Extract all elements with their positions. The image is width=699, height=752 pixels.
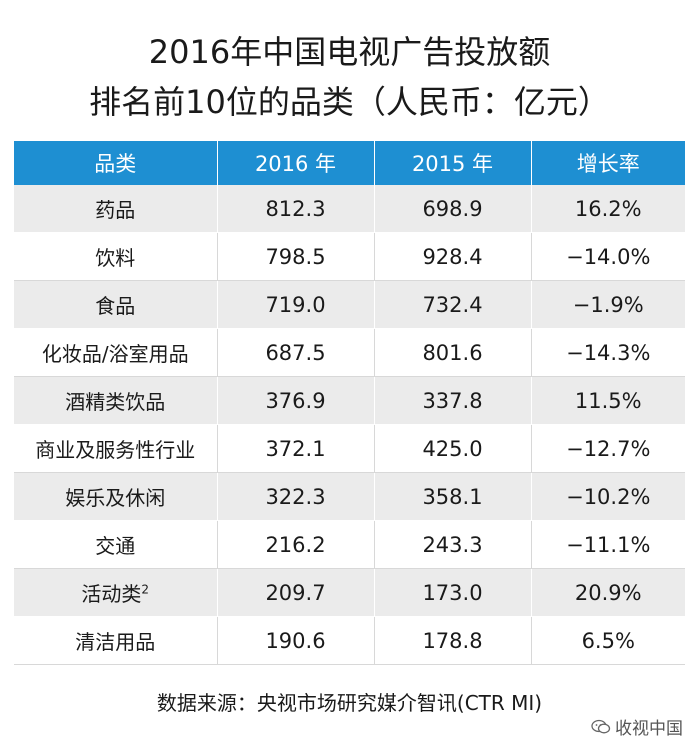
cell-2015: 425.0 (374, 424, 532, 473)
cell-growth: 20.9% (531, 568, 685, 617)
table-row: 饮料 798.5 928.4 −14.0% (14, 232, 685, 281)
cell-growth: −1.9% (531, 280, 685, 329)
cell-category: 食品 (14, 280, 218, 329)
cell-2015: 178.8 (374, 616, 532, 665)
header-category: 品类 (14, 141, 218, 185)
cell-growth: −10.2% (531, 472, 685, 521)
cell-growth: −11.1% (531, 520, 685, 569)
table-row: 药品 812.3 698.9 16.2% (14, 185, 685, 233)
cell-category: 清洁用品 (14, 616, 218, 665)
cell-category: 药品 (14, 185, 218, 233)
title-line-2: 排名前10位的品类（人民币：亿元） (89, 83, 610, 121)
table-row: 酒精类饮品 376.9 337.8 11.5% (14, 376, 685, 425)
cell-2015: 928.4 (374, 232, 532, 281)
table-row: 交通 216.2 243.3 −11.1% (14, 520, 685, 569)
watermark: 收视中国 (591, 714, 683, 739)
cell-2016: 687.5 (217, 328, 375, 377)
cell-category: 化妆品/浴室用品 (14, 328, 218, 377)
table-header-row: 品类 2016 年 2015 年 增长率 (14, 141, 685, 185)
cell-2016: 372.1 (217, 424, 375, 473)
header-2015: 2015 年 (374, 141, 532, 185)
table-row: 食品 719.0 732.4 −1.9% (14, 280, 685, 329)
category-label: 食品 (95, 294, 136, 318)
cell-2016: 322.3 (217, 472, 375, 521)
category-label: 交通 (95, 534, 136, 558)
header-growth: 增长率 (531, 141, 685, 185)
cell-2015: 732.4 (374, 280, 532, 329)
cell-2015: 358.1 (374, 472, 532, 521)
cell-category: 商业及服务性行业 (14, 424, 218, 473)
table-row: 娱乐及休闲 322.3 358.1 −10.2% (14, 472, 685, 521)
cell-2016: 812.3 (217, 185, 375, 233)
cell-growth: 6.5% (531, 616, 685, 665)
cell-growth: 16.2% (531, 185, 685, 233)
cell-category: 娱乐及休闲 (14, 472, 218, 521)
cell-2016: 209.7 (217, 568, 375, 617)
cell-category: 交通 (14, 520, 218, 569)
table-body: 药品 812.3 698.9 16.2% 饮料 798.5 928.4 −14.0% 食品 719… (14, 185, 685, 665)
category-label: 娱乐及休闲 (65, 486, 166, 510)
cell-2015: 698.9 (374, 185, 532, 233)
cell-growth: −14.0% (531, 232, 685, 281)
cell-2016: 376.9 (217, 376, 375, 425)
table-row: 商业及服务性行业 372.1 425.0 −12.7% (14, 424, 685, 473)
category-label: 药品 (95, 198, 136, 222)
cell-growth: −14.3% (531, 328, 685, 377)
wechat-icon (591, 719, 611, 735)
data-source-note: 数据来源：央视市场研究媒介智讯(CTR MI) (156, 691, 543, 715)
table-row: 清洁用品 190.6 178.8 6.5% (14, 616, 685, 665)
table-row: 活动类2 209.7 173.0 20.9% (14, 568, 685, 617)
cell-growth: −12.7% (531, 424, 685, 473)
cell-2016: 190.6 (217, 616, 375, 665)
cell-category: 酒精类饮品 (14, 376, 218, 425)
cell-2015: 173.0 (374, 568, 532, 617)
category-label: 饮料 (95, 246, 136, 270)
category-label: 清洁用品 (75, 630, 156, 654)
cell-2016: 798.5 (217, 232, 375, 281)
category-label: 商业及服务性行业 (35, 438, 196, 462)
title-line-1: 2016年中国电视广告投放额 (148, 33, 551, 71)
cell-2016: 719.0 (217, 280, 375, 329)
category-label: 活动类 (81, 582, 142, 606)
cell-2015: 243.3 (374, 520, 532, 569)
table-row: 化妆品/浴室用品 687.5 801.6 −14.3% (14, 328, 685, 377)
header-2016: 2016 年 (217, 141, 375, 185)
cell-category: 活动类2 (14, 568, 218, 617)
cell-2016: 216.2 (217, 520, 375, 569)
footnote-marker: 2 (141, 582, 150, 597)
data-table: 品类 2016 年 2015 年 增长率 药品 812.3 698.9 16.2% 饮料… (14, 141, 685, 665)
cell-growth: 11.5% (531, 376, 685, 425)
cell-2015: 337.8 (374, 376, 532, 425)
category-label: 化妆品/浴室用品 (41, 342, 189, 366)
cell-2015: 801.6 (374, 328, 532, 377)
watermark-text: 收视中国 (615, 719, 683, 739)
cell-category: 饮料 (14, 232, 218, 281)
category-label: 酒精类饮品 (65, 390, 166, 414)
